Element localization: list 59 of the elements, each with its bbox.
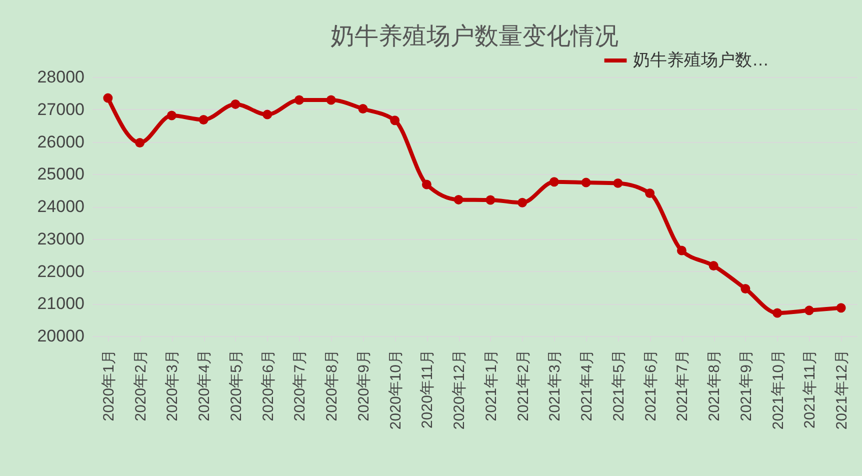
point (804, 306, 814, 316)
x-tick-label: 2020年9月 (355, 350, 372, 422)
point (135, 138, 145, 148)
x-tick-label: 2020年12月 (451, 350, 468, 430)
point (230, 99, 240, 109)
point (581, 178, 591, 188)
point (518, 198, 528, 208)
point (390, 116, 400, 126)
y-tick-label: 23000 (37, 229, 84, 248)
y-tick-label: 28000 (37, 68, 84, 86)
point (422, 180, 432, 190)
x-tick-label: 2020年6月 (260, 350, 277, 422)
y-tick-label: 25000 (37, 164, 84, 184)
point (198, 115, 208, 124)
y-tick-label: 20000 (37, 326, 84, 346)
point (772, 308, 782, 318)
point (262, 110, 272, 120)
point (708, 261, 718, 270)
x-tick-label: 2020年11月 (419, 350, 436, 428)
x-tick-label: 2021年4月 (578, 350, 596, 422)
x-tick-label: 2021年5月 (610, 350, 628, 422)
point (486, 195, 496, 205)
x-tick-label: 2020年2月 (132, 350, 150, 422)
point (326, 95, 336, 105)
x-tick-label: 2021年10月 (770, 350, 787, 430)
y-tick-label: 27000 (37, 100, 84, 119)
point (613, 178, 623, 188)
x-tick-label: 2020年10月 (387, 350, 404, 430)
point (645, 188, 655, 198)
point (836, 303, 846, 313)
point (103, 93, 113, 103)
x-tick-label: 2021年11月 (802, 350, 819, 428)
x-tick-label: 2021年8月 (706, 350, 724, 422)
point (740, 284, 750, 294)
y-tick-label: 26000 (37, 132, 84, 152)
x-tick-label: 2021年2月 (514, 350, 532, 422)
point (454, 194, 464, 204)
x-tick-label: 2020年4月 (196, 350, 214, 422)
chart-title: 奶牛养殖场户数量变化情况 (330, 23, 618, 50)
point (549, 177, 559, 187)
y-tick-label: 21000 (37, 294, 84, 314)
x-tick-label: 2020年1月 (100, 350, 118, 422)
x-tick-label: 2020年5月 (228, 350, 245, 422)
y-tick-label: 24000 (37, 197, 84, 216)
legend-label: 奶牛养殖场户数… (633, 50, 769, 70)
x-tick-label: 2021年7月 (674, 350, 692, 422)
point (166, 110, 176, 120)
x-tick-label: 2020年7月 (292, 350, 309, 422)
point (676, 246, 686, 256)
x-tick-label: 2020年3月 (164, 350, 182, 422)
point (294, 95, 304, 105)
x-tick-label: 2021年1月 (482, 350, 500, 422)
x-tick-label: 2020年8月 (324, 350, 341, 422)
x-tick-label: 2021年3月 (546, 350, 564, 422)
x-tick-label: 2021年9月 (738, 350, 755, 422)
x-tick-label: 2021年6月 (642, 350, 660, 422)
x-tick-label: 2021年12月 (834, 350, 851, 430)
point (358, 104, 368, 114)
y-tick-label: 22000 (37, 262, 84, 281)
